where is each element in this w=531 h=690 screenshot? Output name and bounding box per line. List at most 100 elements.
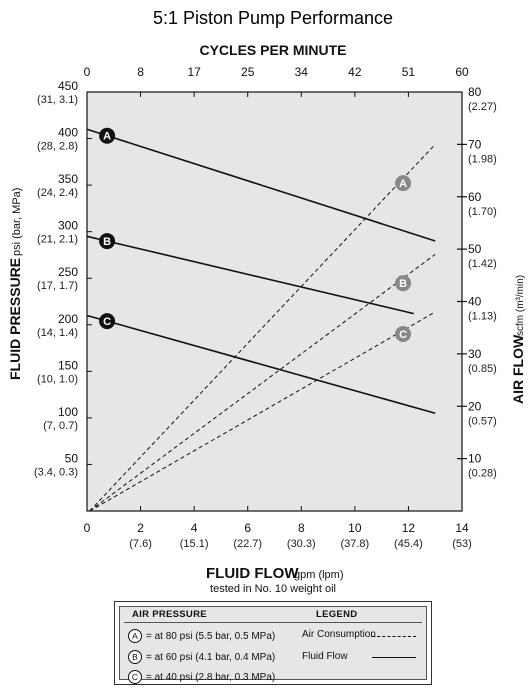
y-left-tick-label: 300	[58, 219, 78, 233]
fluid-flow-line-a	[86, 128, 436, 242]
y-right-tick-sublabel: (2.27)	[468, 101, 497, 113]
y-right-tick-label: 40	[468, 295, 482, 309]
y-right-tick-sublabel: (0.85)	[468, 363, 497, 375]
y-right-tick-sublabel: (1.42)	[468, 258, 497, 270]
legend-header-legend: LEGEND	[316, 609, 358, 620]
air-consumption-line-c	[89, 311, 436, 512]
y-left-tick-sublabel: (31, 3.1)	[37, 94, 78, 106]
x-tick-sublabel: (53)	[452, 538, 472, 550]
legend-fluid-flow-label: Fluid Flow	[302, 651, 348, 662]
legend-circle-c: C	[128, 670, 142, 684]
top-tick-label: 0	[84, 65, 91, 79]
plot-area	[86, 91, 463, 512]
y-right-tick-label: 20	[468, 399, 482, 413]
y-left-tick-sublabel: (3.4, 0.3)	[34, 466, 78, 478]
fluid-flow-line-c	[86, 314, 436, 415]
fluid-flow-line-b	[86, 235, 414, 315]
x-tick-label: 14	[455, 521, 469, 535]
fluid-flow-marker-label-b: B	[103, 236, 111, 248]
legend-dashed-line	[372, 636, 416, 637]
x-tick-sublabel: (37.8)	[340, 538, 369, 550]
legend-divider	[124, 622, 422, 623]
y-left-tick-label: 450	[58, 79, 78, 93]
y-left-unit: psi (bar, MPa)	[11, 188, 23, 256]
y-right-unit: scfm (m³/min)	[515, 275, 526, 336]
top-tick-label: 8	[137, 65, 144, 79]
air-consumption-marker-b	[395, 275, 412, 292]
y-left-tick-sublabel: (28, 2.8)	[37, 141, 78, 153]
y-right-title: AIR FLOW	[510, 334, 526, 404]
x-tick-label: 0	[84, 521, 91, 535]
air-consumption-marker-a	[395, 175, 412, 192]
y-left-tick-label: 250	[58, 265, 78, 279]
top-axis-title: CYCLES PER MINUTE	[199, 42, 346, 58]
y-left-tick-sublabel: (10, 1.0)	[37, 373, 78, 385]
x-axis-note: tested in No. 10 weight oil	[210, 583, 336, 595]
y-right-tick-label: 30	[468, 347, 482, 361]
legend: AIR PRESSURE LEGEND A = at 80 psi (5.5 b…	[114, 601, 432, 685]
air-consumption-marker-label-b: B	[399, 278, 407, 290]
legend-row-c: C = at 40 psi (2.8 bar, 0.3 MPa)	[128, 670, 275, 684]
x-tick-label: 12	[402, 521, 416, 535]
y-left-tick-label: 200	[58, 312, 78, 326]
y-left-tick-sublabel: (14, 1.4)	[37, 327, 78, 339]
y-right-tick-label: 80	[468, 85, 482, 99]
air-consumption-line-b	[89, 253, 436, 512]
x-tick-label: 6	[244, 521, 251, 535]
legend-air-consumption-label: Air Consumption	[302, 629, 376, 640]
chart-title: 5:1 Piston Pump Performance	[153, 8, 393, 28]
x-tick-sublabel: (45.4)	[394, 538, 423, 550]
legend-row-b: B = at 60 psi (4.1 bar, 0.4 MPa)	[128, 650, 275, 664]
y-left-tick-sublabel: (21, 2.1)	[37, 234, 78, 246]
y-left-tick-sublabel: (17, 1.7)	[37, 280, 78, 292]
legend-solid-line	[372, 657, 416, 658]
y-left-tick-label: 400	[58, 126, 78, 140]
top-tick-label: 25	[241, 65, 255, 79]
air-consumption-marker-label-c: C	[399, 329, 407, 341]
legend-row-c-text: = at 40 psi (2.8 bar, 0.3 MPa)	[146, 671, 276, 683]
y-right-tick-sublabel: (1.98)	[468, 153, 497, 165]
legend-circle-a: A	[128, 629, 142, 643]
x-tick-label: 2	[137, 521, 144, 535]
x-tick-sublabel: (15.1)	[180, 538, 209, 550]
top-tick-label: 42	[348, 65, 362, 79]
y-right-tick-label: 10	[468, 452, 482, 466]
y-right-tick-sublabel: (1.13)	[468, 311, 497, 323]
y-left-tick-sublabel: (24, 2.4)	[37, 187, 78, 199]
y-right-tick-sublabel: (0.28)	[468, 468, 497, 480]
legend-header-air-pressure: AIR PRESSURE	[132, 609, 207, 620]
fluid-flow-marker-c	[99, 313, 116, 330]
legend-row-a: A = at 80 psi (5.5 bar, 0.5 MPa)	[128, 629, 275, 643]
x-tick-label: 10	[348, 521, 362, 535]
x-axis-unit: gpm (lpm)	[294, 569, 344, 581]
fluid-flow-marker-b	[99, 233, 116, 250]
fluid-flow-marker-a	[99, 127, 116, 144]
air-consumption-marker-c	[395, 325, 412, 342]
legend-row-a-text: = at 80 psi (5.5 bar, 0.5 MPa)	[146, 630, 276, 642]
y-right-tick-sublabel: (0.57)	[468, 415, 497, 427]
x-tick-sublabel: (22.7)	[233, 538, 262, 550]
x-tick-label: 8	[298, 521, 305, 535]
top-tick-label: 60	[455, 65, 469, 79]
y-right-tick-sublabel: (1.70)	[468, 206, 497, 218]
y-left-tick-label: 50	[65, 451, 79, 465]
x-tick-sublabel: (7.6)	[129, 538, 152, 550]
fluid-flow-marker-label-a: A	[103, 131, 111, 143]
legend-circle-b: B	[128, 650, 142, 664]
fluid-flow-marker-label-c: C	[103, 316, 111, 328]
air-consumption-marker-label-a: A	[399, 178, 407, 190]
top-tick-label: 51	[402, 65, 416, 79]
y-left-tick-sublabel: (7, 0.7)	[43, 420, 78, 432]
y-right-tick-label: 50	[468, 242, 482, 256]
y-right-tick-label: 70	[468, 137, 482, 151]
legend-inner: AIR PRESSURE LEGEND A = at 80 psi (5.5 b…	[119, 606, 427, 684]
x-tick-sublabel: (30.3)	[287, 538, 316, 550]
y-right-tick-label: 60	[468, 190, 482, 204]
y-left-tick-label: 150	[58, 358, 78, 372]
y-left-title: FLUID PRESSURE	[7, 258, 23, 380]
y-left-tick-label: 350	[58, 172, 78, 186]
y-left-tick-label: 100	[58, 405, 78, 419]
x-tick-label: 4	[191, 521, 198, 535]
top-tick-label: 34	[295, 65, 309, 79]
legend-row-b-text: = at 60 psi (4.1 bar, 0.4 MPa)	[146, 651, 276, 663]
